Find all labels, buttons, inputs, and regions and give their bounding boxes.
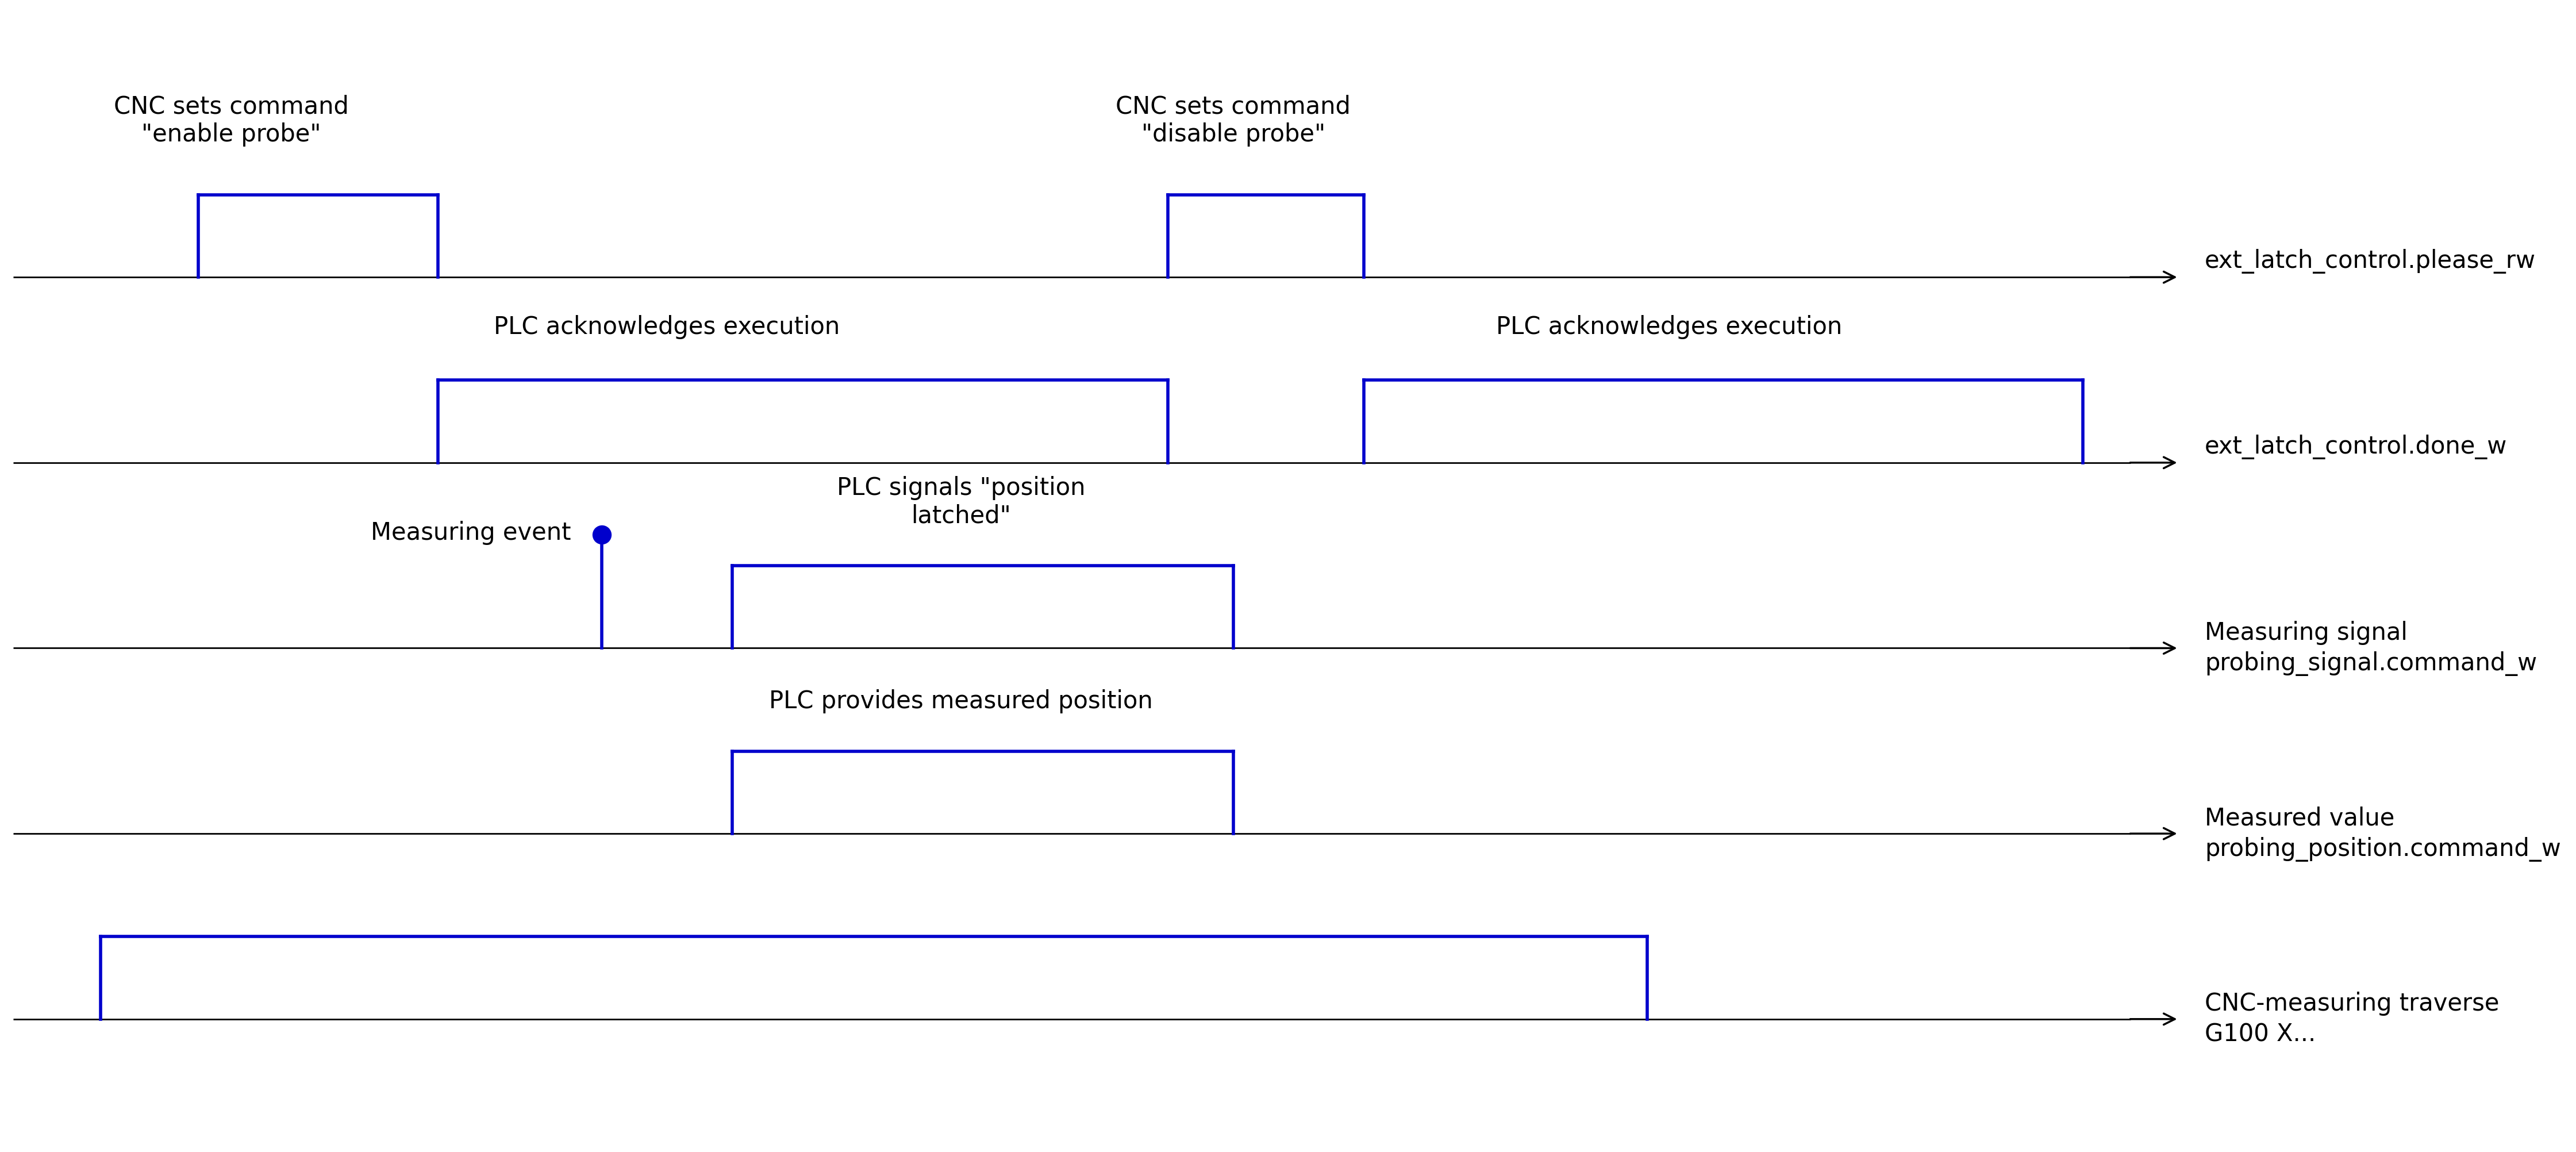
Text: G100 X...: G100 X... xyxy=(2205,1023,2316,1047)
Text: CNC sets command
"enable probe": CNC sets command "enable probe" xyxy=(113,94,348,146)
Text: CNC sets command
"disable probe": CNC sets command "disable probe" xyxy=(1115,94,1350,146)
Text: probing_position.command_w: probing_position.command_w xyxy=(2205,838,2561,862)
Text: Measured value: Measured value xyxy=(2205,806,2396,831)
Text: Measuring event: Measuring event xyxy=(371,521,572,545)
Text: ext_latch_control.please_rw: ext_latch_control.please_rw xyxy=(2205,249,2535,274)
Text: probing_signal.command_w: probing_signal.command_w xyxy=(2205,652,2537,676)
Text: PLC acknowledges execution: PLC acknowledges execution xyxy=(1497,314,1842,339)
Text: PLC acknowledges execution: PLC acknowledges execution xyxy=(495,314,840,339)
Text: ext_latch_control.done_w: ext_latch_control.done_w xyxy=(2205,434,2506,460)
Text: PLC provides measured position: PLC provides measured position xyxy=(770,689,1154,713)
Text: PLC signals "position
latched": PLC signals "position latched" xyxy=(837,476,1084,528)
Text: CNC-measuring traverse: CNC-measuring traverse xyxy=(2205,992,2499,1016)
Text: Measuring signal: Measuring signal xyxy=(2205,621,2409,645)
